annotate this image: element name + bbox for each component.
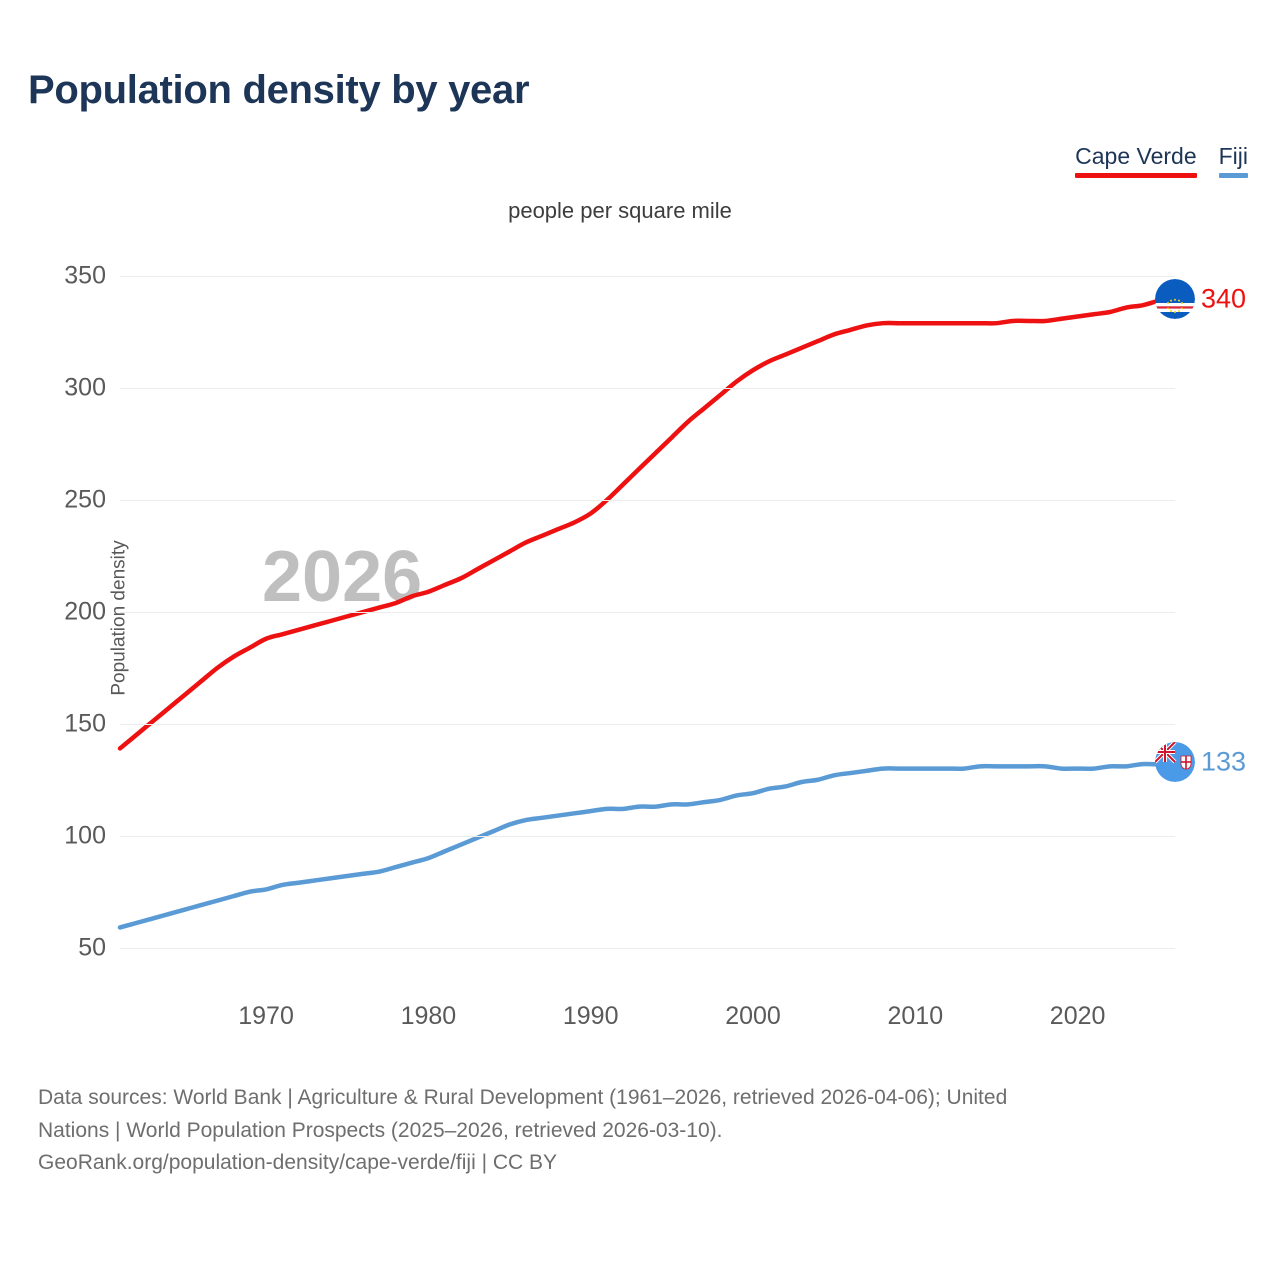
legend-color-swatch-cape-verde [1075,173,1197,179]
y-axis-tick-150: 150 [64,709,106,738]
footer-line-1: Data sources: World Bank | Agriculture &… [38,1086,1008,1109]
end-value-cape-verde: 340 [1201,283,1247,314]
chart-subtitle: people per square mile [0,198,1280,224]
cape-verde-flag-icon [1155,278,1195,319]
y-axis-tick-250: 250 [64,485,106,514]
gridline [120,947,1175,949]
x-axis-tick-1970: 1970 [238,1002,294,1030]
legend-item-cape-verde[interactable]: Cape Verde [1075,143,1197,179]
y-axis-tick-50: 50 [78,933,106,962]
gridline [120,276,1175,278]
legend: Cape Verde Fiji [1075,143,1248,179]
gridline [120,500,1175,501]
gridline [120,723,1175,725]
legend-color-swatch-fiji [1218,173,1248,179]
end-value-fiji: 133 [1201,746,1247,777]
legend-label-cape-verde: Cape Verde [1075,143,1197,169]
x-axis-tick-2000: 2000 [725,1002,781,1030]
plot-area: 2026 50 100 150 200 250 300 350 1970 1980 1990 200… [64,262,1246,1030]
y-axis-tick-300: 300 [64,373,106,402]
footer-line-2: Nations | World Population Prospects (20… [38,1118,723,1142]
footer-line-3: GeoRank.org/population-density/cape-verd… [38,1151,558,1175]
x-axis-tick-2010: 2010 [887,1002,944,1030]
fiji-flag-icon [1155,741,1195,782]
page-title: Population density by year [28,68,530,112]
x-axis-tick-1990: 1990 [562,1002,619,1030]
y-axis-tick-200: 200 [64,597,106,626]
gridline [120,388,1175,390]
line-series-svg [117,296,1178,930]
line-fiji [117,759,1178,930]
y-axis-tick-100: 100 [64,821,106,850]
chart-subtitle-text: people per square mile [508,198,732,223]
x-axis-tick-2020: 2020 [1049,1002,1106,1030]
gridline [120,835,1175,837]
x-axis-tick-1980: 1980 [400,1002,457,1030]
y-axis-tick-350: 350 [64,261,106,290]
gridline [120,611,1175,613]
line-cape-verde [117,296,1178,751]
legend-label-fiji: Fiji [1218,143,1248,169]
footer-sources: Data sources: World Bank | Agriculture &… [38,1082,1263,1180]
legend-item-fiji[interactable]: Fiji [1218,143,1248,179]
